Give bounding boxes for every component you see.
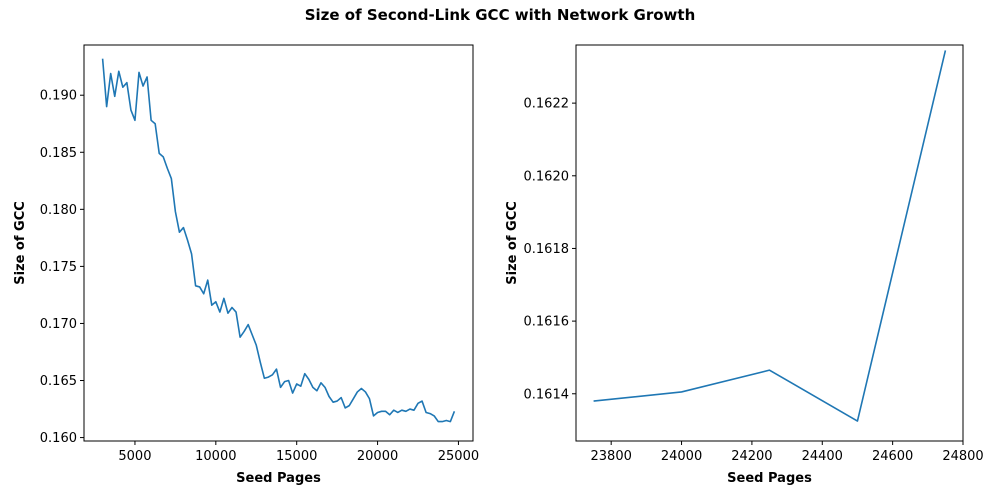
y-tick-label: 0.185	[40, 146, 77, 161]
y-tick-label: 0.1614	[524, 387, 570, 402]
x-axis-label: Seed Pages	[727, 471, 812, 486]
y-tick-label: 0.1620	[524, 169, 570, 184]
y-tick-label: 0.165	[40, 374, 77, 389]
x-tick-label: 20000	[357, 449, 398, 464]
x-tick-label: 10000	[195, 449, 236, 464]
x-tick-label: 24600	[872, 449, 913, 464]
y-tick-label: 0.1616	[524, 315, 570, 330]
y-axis-label: Size of GCC	[13, 201, 28, 285]
y-tick-label: 0.175	[40, 260, 77, 275]
y-tick-label: 0.190	[40, 89, 77, 104]
x-tick-label: 24400	[802, 449, 843, 464]
y-tick-label: 0.180	[40, 203, 77, 218]
x-tick-label: 24000	[661, 449, 702, 464]
series-line-1	[101, 58, 456, 423]
chart-panel-2: 23800 24000 24200 24400 24600 24800 0.1614 0.16…	[505, 44, 984, 486]
axes-frame	[575, 44, 964, 442]
y-tick-label: 0.1618	[524, 242, 570, 257]
y-tick-label: 0.170	[40, 317, 77, 332]
figure-title: Size of Second-Link GCC with Network Gro…	[304, 6, 696, 24]
x-tick-label: 15000	[276, 449, 317, 464]
y-tick-label: 0.1622	[524, 97, 570, 112]
x-tick-label: 25000	[438, 449, 479, 464]
y-tick-label: 0.160	[40, 431, 77, 446]
x-tick-label: 24800	[942, 449, 983, 464]
x-axis-label: Seed Pages	[236, 471, 321, 486]
x-tick-label: 5000	[118, 449, 151, 464]
x-tick-label: 23800	[591, 449, 632, 464]
x-tick-label: 24200	[731, 449, 772, 464]
series-line-1	[593, 50, 947, 422]
y-axis-label: Size of GCC	[505, 201, 520, 285]
axes-frame	[83, 44, 474, 442]
chart-panel-1: 5000 10000 15000 20000 25000 0.160 0.165 0.170 0…	[13, 44, 479, 486]
